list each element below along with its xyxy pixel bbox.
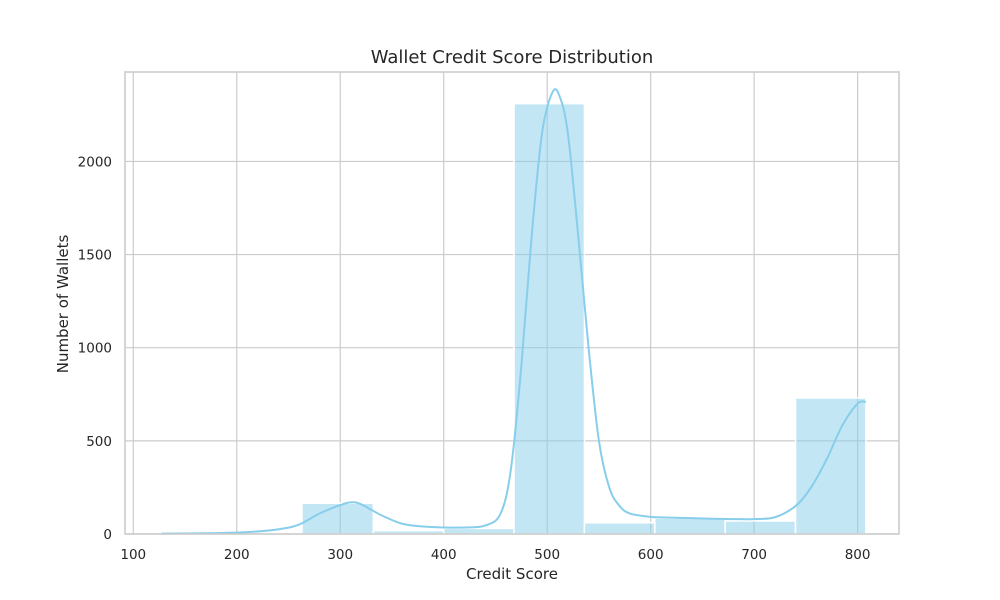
histogram-bar [654,517,726,535]
x-tick-label: 800 [845,547,871,563]
x-tick-label: 200 [224,547,250,563]
y-tick-label: 0 [103,527,112,543]
x-tick-label: 500 [534,547,560,563]
x-tick-label: 100 [120,547,146,563]
histogram-bar [794,397,867,535]
y-tick-label: 1000 [78,341,112,357]
bar-layer [160,102,867,535]
y-tick-label: 1500 [78,248,112,264]
y-axis-label: Number of Wallets [54,235,72,374]
histogram-bar [301,502,375,535]
kde-curve [161,88,867,535]
plot-frame [124,71,900,535]
histogram-bar [442,527,515,535]
x-tick-label: 400 [431,547,457,563]
y-tick-label: 500 [86,434,112,450]
tick-layer: 100 200 300 400 500 600 700 800 0 500 1000 1500 2000 [78,154,871,563]
kde-layer [161,88,867,535]
x-tick-label: 600 [638,547,664,563]
x-axis-label: Credit Score [466,565,558,583]
histogram-bar [583,522,656,535]
y-tick-label: 2000 [78,154,112,170]
chart-title: Wallet Credit Score Distribution [371,47,654,68]
x-tick-label: 300 [327,547,353,563]
x-tick-label: 700 [741,547,767,563]
histogram-bar [724,520,797,535]
